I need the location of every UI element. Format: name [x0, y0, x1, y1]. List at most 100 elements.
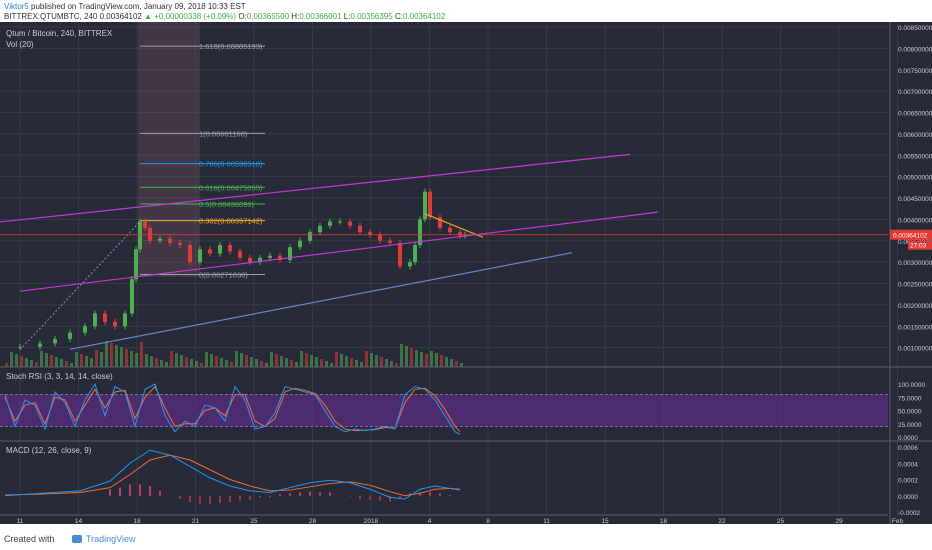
volume-bar [385, 359, 388, 367]
price-tick-label: 0.00200000 [898, 303, 932, 310]
macd-level-label: 0.0004 [898, 461, 918, 468]
price-candle [358, 225, 362, 233]
chart-area[interactable]: 1.618(0.00805193) 1(0.00601168) 0.786(0.00… [0, 22, 932, 525]
macd-histogram-bar [289, 493, 291, 496]
ohlc-low-value: 0.00356395 [350, 12, 393, 21]
macd-histogram-bar [349, 495, 351, 497]
volume-bar [455, 361, 458, 367]
volume-bar [440, 355, 443, 367]
price-candle [53, 339, 57, 344]
volume-bar [345, 356, 348, 367]
price-tick-label: 0.00100000 [898, 346, 932, 353]
price-candle [103, 313, 107, 322]
macd-histogram-bar [449, 494, 451, 496]
price-candle [18, 346, 22, 348]
macd-histogram-bar [319, 492, 321, 496]
volume-bar [410, 348, 413, 367]
fib-level-label: 0.618(0.00475055) [199, 183, 263, 192]
volume-bar [5, 363, 8, 367]
volume-bar [170, 351, 173, 367]
volume-bar [95, 350, 98, 367]
stoch-legend: Stoch RSI (3, 3, 14, 14, close) [6, 372, 113, 381]
time-tick-label: 18 [660, 518, 668, 524]
author-link[interactable]: Viktor5 [4, 2, 29, 11]
price-candle [158, 238, 162, 241]
volume-bar [355, 360, 358, 367]
volume-bar [460, 363, 463, 367]
volume-bar [450, 359, 453, 367]
volume-bar [160, 360, 163, 367]
time-tick-label: 2018 [364, 518, 379, 524]
price-tick-label: 0.00250000 [898, 282, 932, 289]
time-tick-label: 29 [835, 518, 843, 524]
macd-level-label: 0.0002 [898, 478, 918, 485]
volume-bar [305, 353, 308, 367]
volume-bar [60, 359, 63, 367]
time-tick-label: 18 [133, 518, 141, 524]
price-candle [93, 313, 97, 327]
price-candle [208, 249, 212, 254]
volume-bar [55, 357, 58, 367]
price-candle [138, 221, 142, 250]
macd-histogram-bar [159, 490, 161, 496]
macd-histogram-bar [139, 484, 141, 496]
macd-histogram-bar [129, 484, 131, 496]
volume-bar [45, 353, 48, 367]
volume-bar [255, 359, 258, 367]
volume-bar [270, 352, 273, 367]
macd-level-label: 0.0000 [898, 494, 918, 501]
current-price-marker: 0.00364102 27:03 [0, 229, 932, 250]
volume-bar [195, 361, 198, 367]
price-tick-label: 0.00700000 [898, 89, 932, 96]
volume-bar [85, 356, 88, 367]
volume-bar [90, 358, 93, 367]
main-legend: Qtum / Bitcoin, 240, BITTREX [6, 29, 113, 38]
volume-bar [40, 351, 43, 367]
tradingview-brand[interactable]: TradingView [86, 534, 136, 544]
macd-histogram-bar [149, 486, 151, 496]
price-candle [318, 225, 322, 233]
top-info-bar: Viktor5 published on TradingView.com, Ja… [0, 0, 932, 22]
volume-bar [240, 353, 243, 367]
created-with-text: Created with [4, 534, 55, 544]
price-candle [348, 221, 352, 226]
time-tick-label: 14 [75, 518, 83, 524]
volume-bar [430, 351, 433, 367]
price-candle [328, 221, 332, 226]
macd-histogram-bar [309, 491, 311, 496]
chart-canvas[interactable]: 1.618(0.00805193) 1(0.00601168) 0.786(0.00… [0, 22, 932, 525]
volume-bar [210, 354, 213, 367]
fib-layer: 1.618(0.00805193) 1(0.00601168) 0.786(0.00… [140, 42, 265, 280]
volume-bar [265, 363, 268, 367]
volume-bar [445, 357, 448, 367]
macd-histogram-bar [419, 492, 421, 496]
stoch-level-label: 100.0000 [898, 382, 925, 389]
stoch-level-label: 75.0000 [898, 395, 922, 402]
stoch-band [0, 394, 888, 427]
volume-bar [10, 352, 13, 367]
volume-bar [190, 359, 193, 367]
stoch-level-label: 0.0000 [898, 435, 918, 442]
price-candle [288, 247, 292, 260]
volume-bar [205, 352, 208, 367]
last-price: 0.00364102 [99, 12, 142, 21]
stoch-level-label: 50.0000 [898, 409, 922, 416]
fib-level-label: 0.382(0.00397142) [199, 217, 263, 226]
vol-legend: Vol (20) [6, 40, 34, 49]
ohlc-low-label: L: [343, 12, 351, 21]
price-candle [308, 232, 312, 241]
projection-dotted-line [19, 221, 141, 351]
price-tick-label: 0.00300000 [898, 260, 932, 267]
time-tick-label: 28 [309, 518, 317, 524]
time-tick-label: 8 [486, 518, 490, 524]
fib-level-label: 0.786(0.00530518) [199, 160, 263, 169]
volume-bar [120, 347, 123, 367]
upper-channel-line [0, 153, 631, 223]
fib-level-label: 1.618(0.00805193) [199, 42, 263, 51]
time-tick-label: Feb [892, 518, 904, 524]
volume-bar [420, 352, 423, 367]
price-candle [188, 245, 192, 263]
volume-bar [395, 363, 398, 367]
ohlc-open-value: 0.00365500 [246, 12, 290, 21]
time-tick-label: 15 [601, 518, 609, 524]
